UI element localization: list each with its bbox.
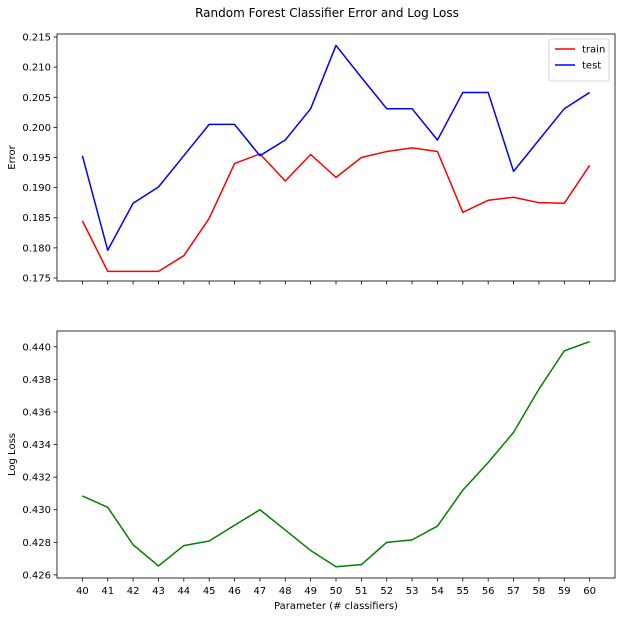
x-tick-label: 49 xyxy=(304,586,317,597)
y-tick-label: 0.190 xyxy=(22,183,51,194)
series-line-series-0 xyxy=(82,340,590,568)
x-tick-label: 50 xyxy=(330,586,343,597)
y-tick-label: 0.428 xyxy=(22,538,51,549)
y-tick-label: 0.195 xyxy=(22,153,51,164)
x-tick-label: 41 xyxy=(101,586,114,597)
y-axis-label: Log Loss xyxy=(7,433,18,476)
legend-label-test: test xyxy=(582,61,601,72)
x-tick-label: 54 xyxy=(431,586,444,597)
x-tick-label: 45 xyxy=(203,586,216,597)
y-tick-label: 0.205 xyxy=(22,93,51,104)
axes-frame xyxy=(56,33,616,282)
y-tick-label: 0.180 xyxy=(22,243,51,254)
x-tick-label: 58 xyxy=(533,586,546,597)
y-tick-label: 0.432 xyxy=(22,473,51,484)
error-axes: 0.175 0.180 0.185 0.190 0.195 0.200 0.205 0.210… xyxy=(7,33,616,285)
y-tick-label: 0.185 xyxy=(22,213,51,224)
x-tick-label: 44 xyxy=(177,586,190,597)
x-tick-label: 56 xyxy=(482,586,495,597)
x-tick-label: 47 xyxy=(254,586,267,597)
y-tick-label: 0.200 xyxy=(22,123,51,134)
y-tick-label: 0.434 xyxy=(22,440,51,451)
y-tick-label: 0.438 xyxy=(22,375,51,386)
legend-label-train: train xyxy=(582,45,605,56)
x-tick-label: 55 xyxy=(456,586,469,597)
x-tick-label: 48 xyxy=(279,586,292,597)
y-tick-label: 0.440 xyxy=(22,342,51,353)
x-tick-label: 60 xyxy=(583,586,596,597)
y-tick-label: 0.175 xyxy=(22,273,51,284)
x-tick-label: 57 xyxy=(507,586,520,597)
figure-title: Random Forest Classifier Error and Log L… xyxy=(195,6,459,20)
x-tick-label: 51 xyxy=(355,586,368,597)
y-tick-label: 0.436 xyxy=(22,407,51,418)
x-tick-label: 52 xyxy=(380,586,393,597)
x-tick-label: 43 xyxy=(152,586,165,597)
y-axis-label: Error xyxy=(7,144,18,169)
y-tick-label: 0.210 xyxy=(22,63,51,74)
legend: train test xyxy=(548,38,610,82)
y-tick-label: 0.215 xyxy=(22,33,51,44)
x-tick-label: 53 xyxy=(406,586,419,597)
series-line-test xyxy=(81,44,591,252)
axes-frame xyxy=(56,330,616,579)
x-axis-label: Parameter (# classifiers) xyxy=(274,601,398,612)
y-tick-label: 0.426 xyxy=(22,570,51,581)
log-loss-axes: 0.426 0.428 0.430 0.432 0.434 0.436 0.438 0.440… xyxy=(7,330,616,612)
x-tick-label: 42 xyxy=(127,586,140,597)
x-tick-label: 59 xyxy=(558,586,571,597)
y-tick-label: 0.430 xyxy=(22,505,51,516)
series-line-train xyxy=(81,147,591,273)
x-tick-label: 46 xyxy=(228,586,241,597)
x-tick-label: 40 xyxy=(76,586,89,597)
